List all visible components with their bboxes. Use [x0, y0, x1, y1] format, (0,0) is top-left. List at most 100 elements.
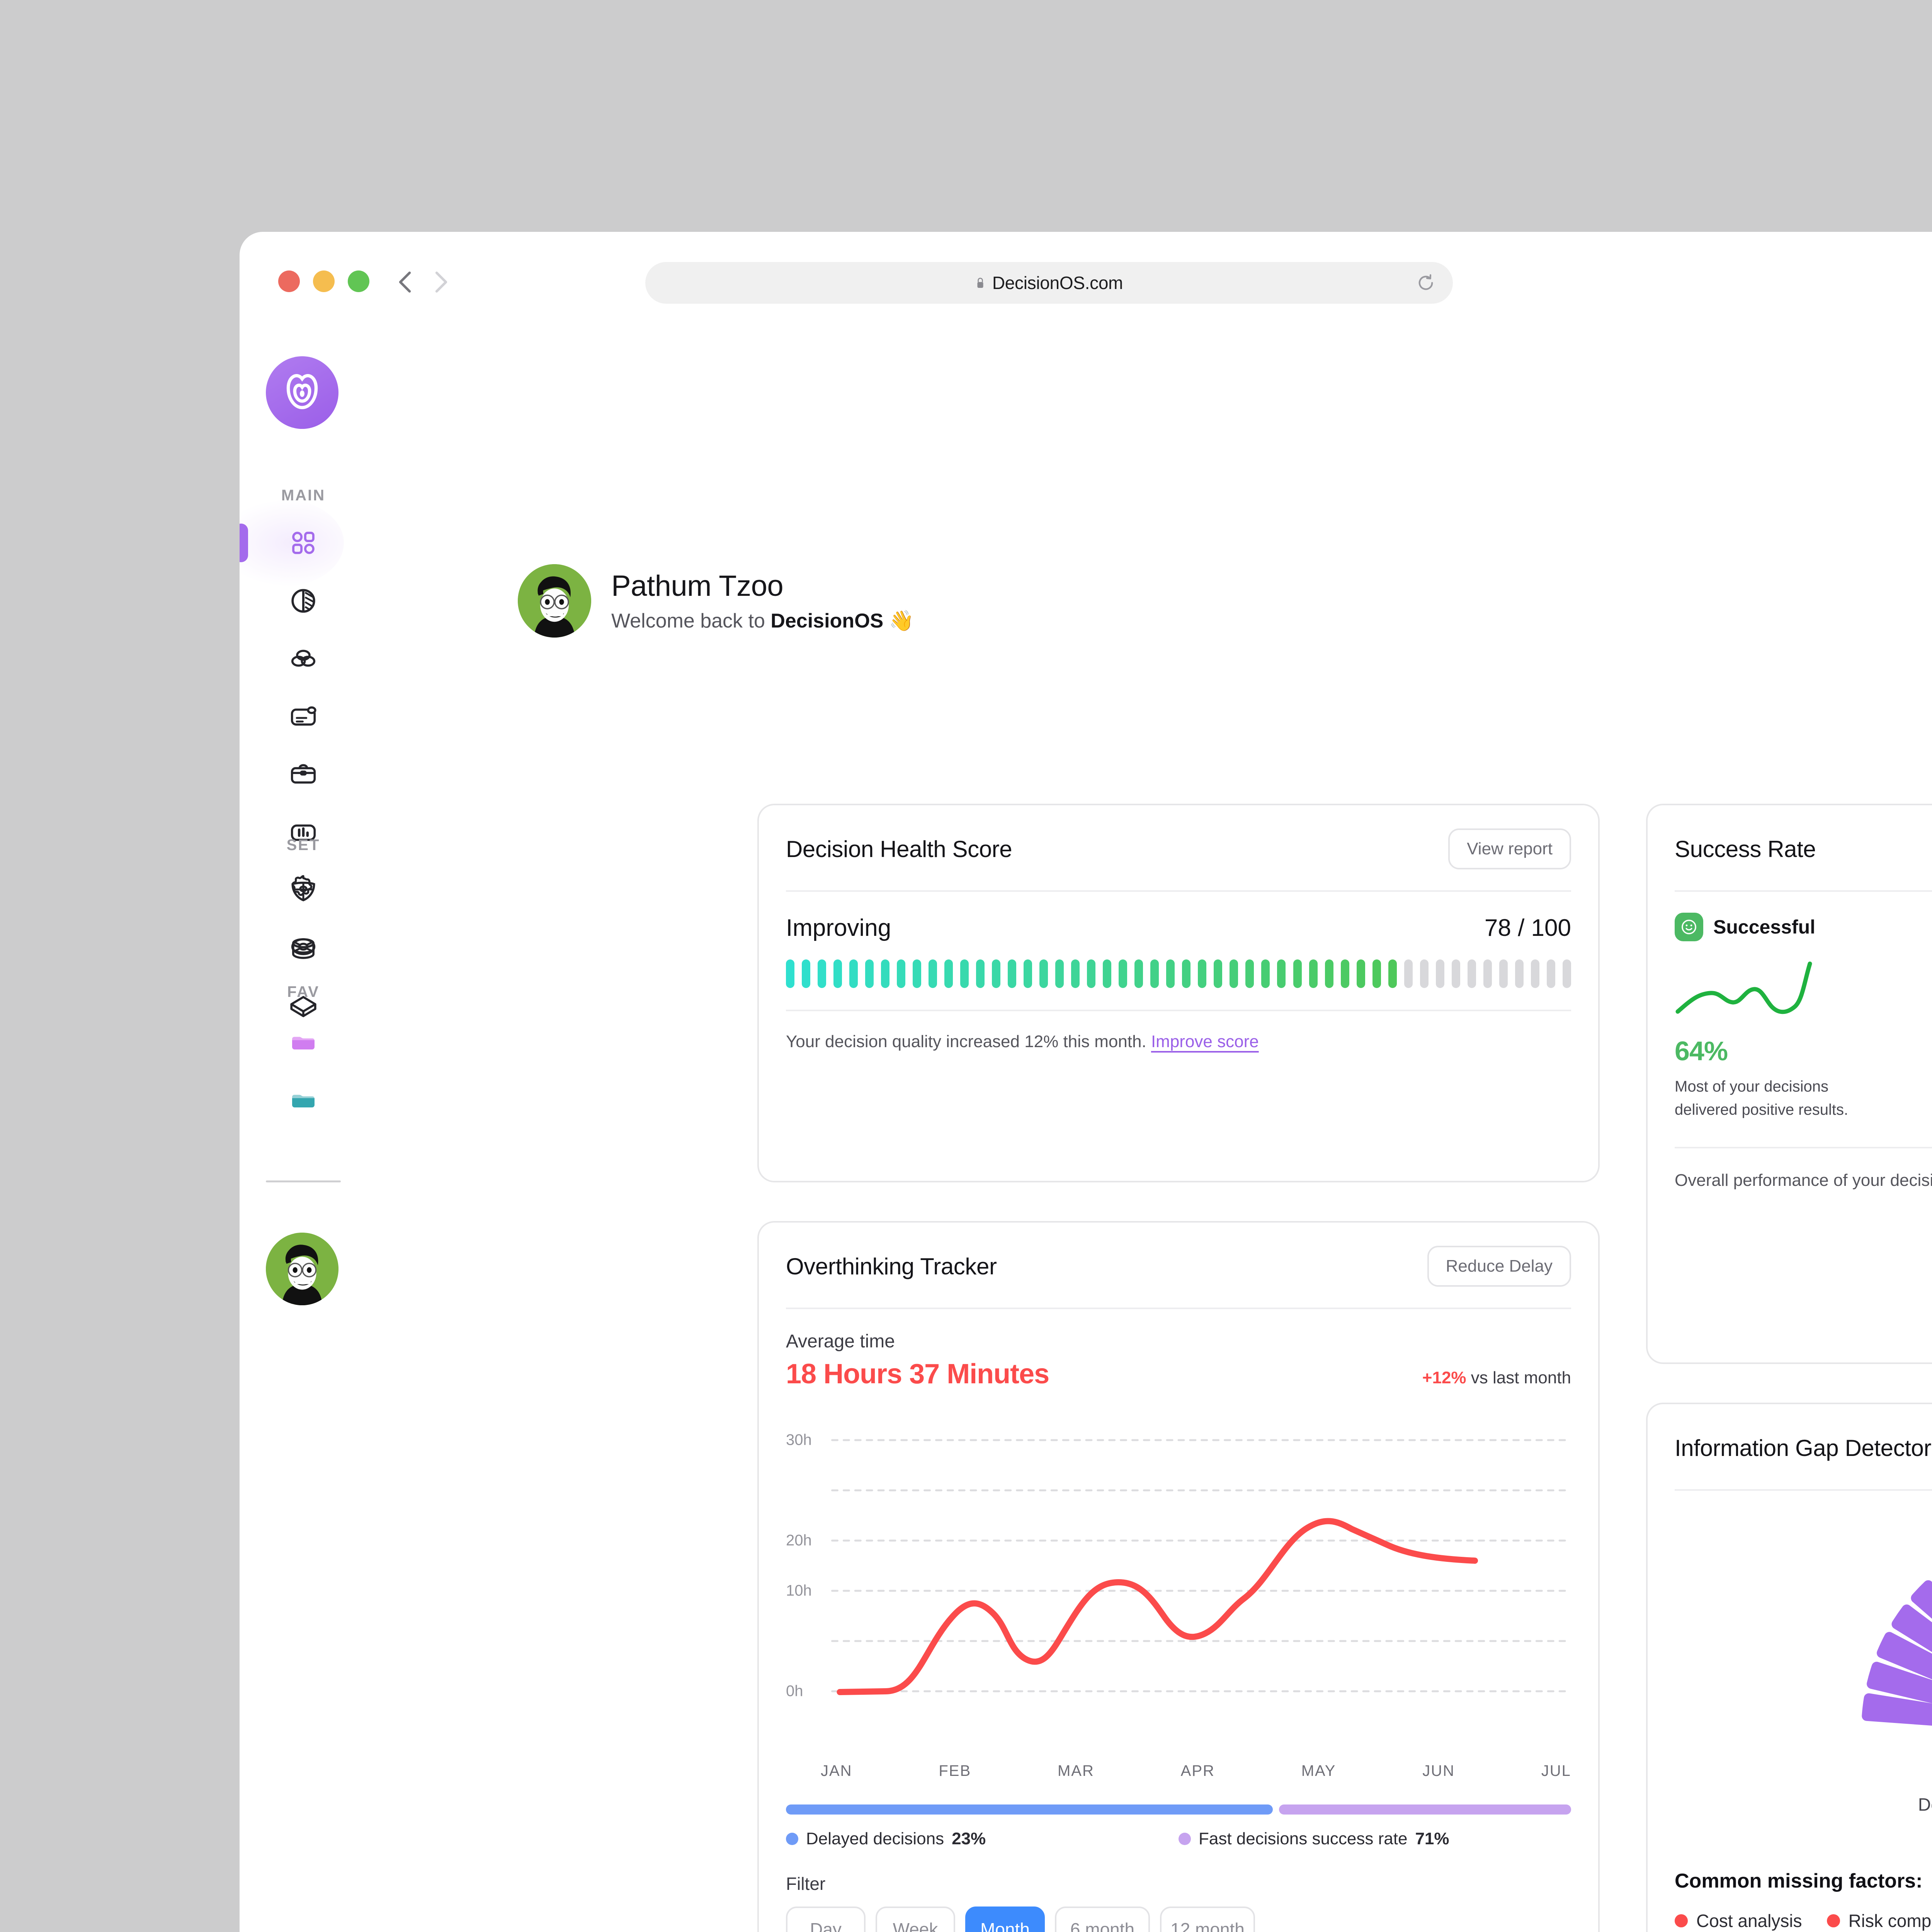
- health-bar-empty: [1420, 959, 1429, 988]
- y-tick-20h: 20h: [786, 1532, 812, 1549]
- health-bar-filled: [802, 959, 811, 988]
- overlapping-circles-icon: [289, 645, 318, 673]
- close-window-button[interactable]: [278, 270, 300, 292]
- y-tick-0h: 0h: [786, 1682, 803, 1700]
- welcome-message: Welcome back to DecisionOS 👋: [611, 609, 914, 633]
- success-percent: 64%: [1675, 1036, 1728, 1066]
- sidebar-item-help[interactable]: [284, 927, 323, 966]
- sidebar-item-packages[interactable]: [284, 987, 323, 1026]
- active-item-indicator: [240, 524, 248, 562]
- folder-teal-icon: [289, 1087, 318, 1116]
- health-bar-filled: [1039, 959, 1048, 988]
- divider: [1675, 1147, 1932, 1148]
- health-bar-filled: [1214, 959, 1223, 988]
- legend-fast: Fast decisions success rate 71%: [1179, 1829, 1449, 1849]
- health-bar-filled: [1356, 959, 1365, 988]
- cube-box-icon: [289, 992, 318, 1021]
- wave-emoji: 👋: [889, 610, 914, 633]
- missing-factors-list: Cost analysis Risk comparison Time impac…: [1648, 1893, 1932, 1931]
- x-tick: FEB: [939, 1762, 971, 1779]
- chart-svg: [831, 1439, 1571, 1695]
- reload-icon[interactable]: [1416, 273, 1436, 293]
- delta-vs-last-month: +12% vs last month: [1422, 1368, 1571, 1388]
- chevron-left-icon[interactable]: [390, 267, 421, 298]
- health-bar-filled: [1119, 959, 1128, 988]
- filter-chip-month[interactable]: Month: [965, 1906, 1045, 1932]
- ratio-bar-delayed: [786, 1804, 1273, 1815]
- success-rate-columns: Successful 64% Most of your decisions de…: [1648, 892, 1932, 1121]
- sidebar-item-analytics[interactable]: [284, 582, 323, 620]
- overthinking-tracker-card: Overthinking Tracker Reduce Delay Averag…: [757, 1221, 1600, 1932]
- card-header: Information Gap Detector Improve: [1648, 1404, 1932, 1468]
- sidebar-item-folder-purple[interactable]: [284, 1024, 323, 1063]
- gauge-value: 74%: [1648, 1723, 1932, 1789]
- factor-label: Risk comparison: [1848, 1911, 1932, 1931]
- health-bar-filled: [1309, 959, 1318, 988]
- sidebar-item-work[interactable]: [284, 755, 323, 794]
- legend-fast-value: 71%: [1415, 1829, 1449, 1848]
- improve-score-link[interactable]: Improve score: [1151, 1032, 1259, 1051]
- sidebar-item-settings[interactable]: [284, 869, 323, 908]
- average-time-row: 18 Hours 37 Minutes +12% vs last month: [759, 1352, 1598, 1390]
- sidebar-item-groups[interactable]: [284, 639, 323, 678]
- health-bar-empty: [1546, 959, 1555, 988]
- y-tick-10h: 10h: [786, 1582, 812, 1599]
- health-bar-filled: [1261, 959, 1270, 988]
- health-bar-filled: [865, 959, 874, 988]
- sidebar-item-folder-teal[interactable]: [284, 1082, 323, 1121]
- avatar[interactable]: [518, 564, 591, 638]
- success-description: Most of your decisions delivered positiv…: [1675, 1078, 1849, 1118]
- chevron-right-icon[interactable]: [425, 267, 456, 298]
- filter-label: Filter: [786, 1874, 826, 1894]
- card-title: Decision Health Score: [786, 836, 1012, 862]
- sidebar-item-dashboard[interactable]: [284, 524, 323, 562]
- factor-dot: [1827, 1914, 1840, 1927]
- x-tick: JUN: [1422, 1762, 1455, 1779]
- x-tick: JAN: [821, 1762, 852, 1779]
- filter-chip-week[interactable]: Week: [876, 1906, 955, 1932]
- card-header: Overthinking Tracker Reduce Delay: [759, 1223, 1598, 1287]
- brand-logo[interactable]: [266, 356, 338, 429]
- filter-chip-6month[interactable]: 6 month: [1055, 1906, 1150, 1932]
- health-bar-filled: [881, 959, 890, 988]
- reduce-delay-button[interactable]: Reduce Delay: [1427, 1246, 1571, 1287]
- health-bar-empty: [1531, 959, 1539, 988]
- health-bar-empty: [1515, 959, 1524, 988]
- card-header: Success Rate Filters: [1648, 805, 1932, 869]
- legend-dot-purple: [1179, 1833, 1191, 1845]
- card-footer: Overall performance of your decision out…: [1648, 1171, 1932, 1190]
- gauge-segment-filled: [1862, 1693, 1932, 1726]
- filter-chip-12month[interactable]: 12 month: [1160, 1906, 1255, 1932]
- sidebar-item-notifications[interactable]: [284, 697, 323, 736]
- ratio-legend: Delayed decisions 23% Fast decisions suc…: [786, 1829, 1571, 1849]
- x-tick: JUL: [1541, 1762, 1571, 1779]
- view-report-button[interactable]: View report: [1448, 828, 1571, 869]
- legend-delayed: Delayed decisions 23%: [786, 1829, 1179, 1849]
- briefcase-icon: [289, 760, 318, 789]
- sparkline-successful: [1675, 958, 1891, 1024]
- x-tick: MAY: [1301, 1762, 1336, 1779]
- sidebar-user-avatar[interactable]: [266, 1233, 338, 1305]
- maximize-window-button[interactable]: [348, 270, 369, 292]
- health-bar-filled: [976, 959, 985, 988]
- x-tick: MAR: [1057, 1762, 1094, 1779]
- health-score: 78 / 100: [1484, 915, 1571, 941]
- gauge-segment-filled: [1891, 1604, 1932, 1652]
- health-bar-filled: [1103, 959, 1112, 988]
- gauge-caption: Decisions made with incomplete data:: [1918, 1794, 1932, 1815]
- health-bar-filled: [1388, 959, 1397, 988]
- health-status: Improving: [786, 915, 891, 941]
- footer-text: Overall performance of your decision out…: [1675, 1171, 1932, 1190]
- address-bar[interactable]: DecisionOS.com: [645, 262, 1453, 304]
- health-bar-filled: [1325, 959, 1333, 988]
- gauge-segment-filled: [1877, 1632, 1932, 1680]
- minimize-window-button[interactable]: [313, 270, 335, 292]
- sidebar-item-reports[interactable]: [284, 813, 323, 852]
- filter-chip-day[interactable]: Day: [786, 1906, 866, 1932]
- filter-chip-group: Day Week Month 6 month 12 month: [759, 1894, 1598, 1932]
- incomplete-data-gauge: 74% Decisions made with incomplete data:: [1648, 1506, 1932, 1869]
- health-bar-filled: [1372, 959, 1381, 988]
- url-text: DecisionOS.com: [992, 273, 1123, 293]
- card-title: Success Rate: [1675, 836, 1816, 862]
- browser-chrome: DecisionOS.com: [240, 232, 1932, 332]
